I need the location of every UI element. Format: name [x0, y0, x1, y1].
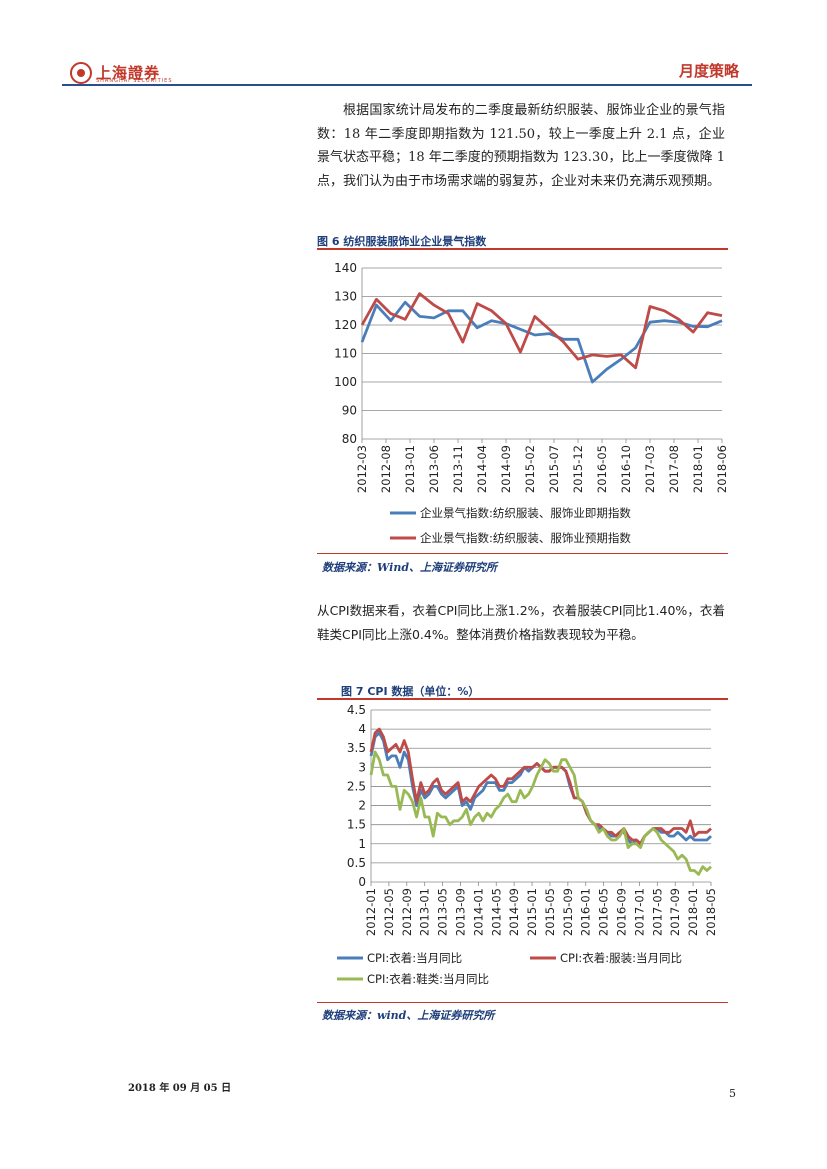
figure-7-title: 图 7 CPI 数据（单位：%） — [341, 685, 480, 698]
x-tick-label: 2013-11 — [451, 445, 465, 493]
x-tick-label: 2014-09 — [507, 888, 521, 936]
y-tick-label: 110 — [334, 347, 357, 361]
body-paragraph-1: 根据国家统计局发布的二季度最新纺织服装、服饰业企业的景气指数：18 年二季度即期… — [317, 103, 725, 189]
header-divider — [62, 84, 752, 86]
figure-7-bottom-rule — [317, 1002, 728, 1003]
x-tick-label: 2012-01 — [364, 888, 378, 936]
x-tick-label: 2017-01 — [632, 888, 646, 936]
footer-date: 2018 年 09 月 05 日 — [128, 1083, 232, 1094]
f6-lines — [360, 292, 723, 384]
y-tick-label: 0.5 — [347, 856, 366, 870]
series-line-2 — [369, 750, 712, 876]
f7-axes: 0 0.5 1 1.5 2 2.5 3 3.5 4 4.5 2012-01 2012-05 2012-0… — [347, 703, 718, 936]
x-tick-label: 2016-05 — [595, 445, 609, 493]
y-tick-label: 3.5 — [347, 741, 366, 755]
y-tick-label: 3 — [358, 760, 366, 774]
x-tick-label: 2012-09 — [400, 888, 414, 936]
x-tick-label: 2016-01 — [579, 888, 593, 936]
x-tick-label: 2013-01 — [403, 445, 417, 493]
logo-subtext: SHANGHAI SECURITIES — [96, 78, 173, 84]
f7-lines — [369, 727, 712, 876]
figure-6-chart: 80 90 100 110 120 130 140 2012-03 2012-08 2013-01… — [334, 261, 728, 545]
y-tick-label: 1 — [358, 837, 366, 851]
f7-grid — [371, 709, 711, 883]
legend-label: 企业景气指数:纺织服装、服饰业即期指数 — [420, 506, 631, 520]
x-tick-label: 2017-05 — [650, 888, 664, 936]
x-tick-label: 2015-02 — [523, 445, 537, 493]
legend-label: CPI:衣着:当月同比 — [367, 951, 462, 965]
x-tick-label: 2018-06 — [715, 445, 728, 493]
y-tick-label: 0 — [358, 875, 366, 889]
x-tick-label: 2014-09 — [499, 445, 513, 493]
x-tick-label: 2016-09 — [615, 888, 629, 936]
y-tick-label: 100 — [334, 375, 357, 389]
x-tick-label: 2014-01 — [471, 888, 485, 936]
section-title: 月度策略 — [678, 62, 739, 80]
x-tick-label: 2012-08 — [379, 445, 393, 493]
figure-7-chart: 0 0.5 1 1.5 2 2.5 3 3.5 4 4.5 2012-01 2012-05 2012-0… — [337, 703, 718, 986]
company-logo: 上海證券 SHANGHAI SECURITIES — [66, 58, 176, 86]
figure-6-bottom-rule — [317, 553, 728, 554]
x-tick-label: 2015-05 — [543, 888, 557, 936]
figure-6-title: 图 6 纺织服装服饰业企业景气指数 — [317, 235, 487, 248]
x-tick-label: 2016-05 — [597, 888, 611, 936]
x-tick-label: 2016-10 — [619, 445, 633, 493]
y-tick-label: 120 — [334, 318, 357, 332]
y-tick-label: 140 — [334, 261, 357, 275]
y-tick-label: 1.5 — [347, 818, 366, 832]
x-tick-label: 2018-05 — [704, 888, 718, 936]
x-tick-label: 2013-09 — [453, 888, 467, 936]
x-tick-label: 2014-05 — [489, 888, 503, 936]
y-tick-label: 4 — [358, 722, 366, 736]
y-tick-label: 80 — [342, 432, 357, 446]
x-tick-label: 2012-03 — [355, 445, 369, 493]
y-tick-label: 2.5 — [347, 779, 366, 793]
body-paragraph-2: 从CPI数据来看，衣着CPI同比上涨1.2%，衣着服装CPI同比1.40%，衣着… — [317, 603, 725, 642]
f6-grid — [362, 267, 722, 440]
series-line-0 — [360, 300, 723, 384]
x-tick-label: 2015-12 — [571, 445, 585, 493]
figure-6-source: 数据来源：Wind、上海证券研究所 — [322, 561, 498, 574]
y-tick-label: 130 — [334, 290, 357, 304]
x-tick-label: 2013-01 — [418, 888, 432, 936]
x-tick-label: 2018-01 — [691, 445, 705, 493]
y-tick-label: 4.5 — [347, 703, 366, 717]
x-tick-label: 2017-08 — [667, 445, 681, 493]
x-tick-label: 2012-05 — [382, 888, 396, 936]
x-tick-label: 2017-09 — [668, 888, 682, 936]
y-tick-label: 2 — [358, 799, 366, 813]
figure-7-source: 数据来源：wind、上海证券研究所 — [322, 1009, 495, 1022]
legend-label: CPI:衣着:服装:当月同比 — [560, 951, 682, 965]
x-tick-label: 2015-01 — [525, 888, 539, 936]
x-tick-label: 2015-07 — [547, 445, 561, 493]
f6-axes: 80 90 100 110 120 130 140 2012-03 2012-08 2013-01… — [334, 261, 728, 493]
x-tick-label: 2018-01 — [686, 888, 700, 936]
x-tick-label: 2015-09 — [561, 888, 575, 936]
f7-legend: CPI:衣着:当月同比 CPI:衣着:服装:当月同比 CPI:衣着:鞋类:当月同比 — [337, 951, 682, 986]
logo-text: 上海證券 — [96, 64, 161, 82]
legend-label: 企业景气指数:纺织服装、服饰业预期指数 — [420, 531, 631, 545]
series-line-1 — [360, 292, 723, 370]
logo-seal-icon — [70, 62, 92, 84]
x-tick-label: 2013-06 — [427, 445, 441, 493]
legend-label: CPI:衣着:鞋类:当月同比 — [367, 972, 489, 986]
x-tick-label: 2014-04 — [475, 445, 489, 493]
page-number: 5 — [729, 1087, 736, 1100]
y-tick-label: 90 — [342, 404, 357, 418]
x-tick-label: 2017-03 — [643, 445, 657, 493]
figure-6-top-rule — [317, 248, 728, 250]
figure-7-top-rule — [317, 698, 728, 700]
x-tick-label: 2013-05 — [436, 888, 450, 936]
